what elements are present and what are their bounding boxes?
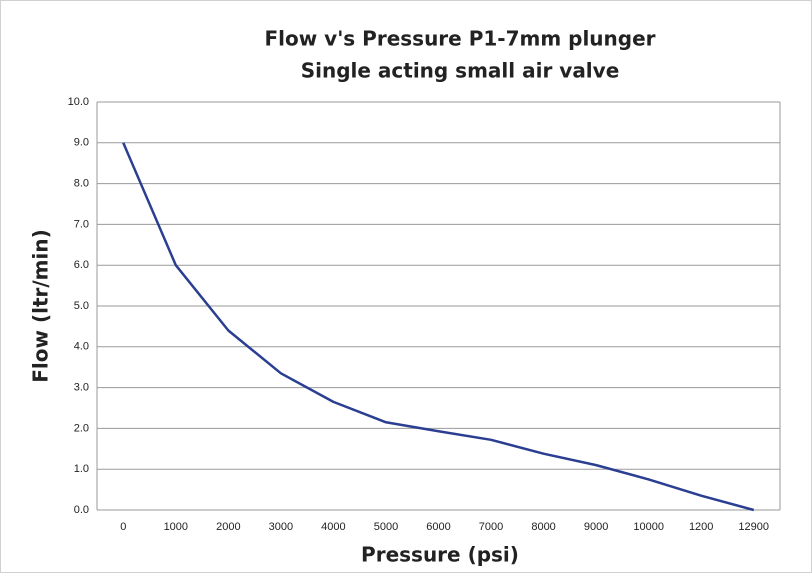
y-tick-label: 0.0 (74, 504, 89, 516)
y-tick-label: 1.0 (74, 463, 89, 475)
y-tick-label: 9.0 (74, 137, 89, 149)
x-tick-label: 10000 (633, 521, 664, 533)
y-tick-label: 3.0 (74, 382, 89, 394)
y-tick-label: 4.0 (74, 341, 89, 353)
x-axis-title: Pressure (psi) (361, 543, 519, 567)
x-tick-label: 9000 (584, 521, 608, 533)
chart-subtitle: Single acting small air valve (301, 59, 620, 83)
chart-title: Flow v's Pressure P1-7mm plunger (264, 27, 655, 51)
x-tick-label: 8000 (531, 521, 555, 533)
data-line (122, 142, 755, 512)
y-tick-label: 8.0 (74, 178, 89, 190)
y-tick-label: 7.0 (74, 218, 89, 230)
x-tick-label: 7000 (479, 521, 503, 533)
x-tick-label: 12900 (738, 521, 769, 533)
x-tick-label: 4000 (321, 521, 345, 533)
y-axis-title: Flow (ltr/min) (29, 229, 53, 383)
y-tick-label: 5.0 (74, 300, 89, 312)
x-tick-label: 6000 (426, 521, 450, 533)
x-tick-label: 5000 (374, 521, 398, 533)
x-tick-label: 2000 (216, 521, 240, 533)
y-tick-label: 10.0 (68, 96, 89, 108)
x-tick-label: 3000 (269, 521, 293, 533)
x-tick-label: 1000 (164, 521, 188, 533)
x-tick-label: 0 (120, 521, 126, 533)
y-tick-label: 2.0 (74, 422, 89, 434)
x-tick-label: 1200 (689, 521, 713, 533)
y-tick-label: 6.0 (74, 259, 89, 271)
